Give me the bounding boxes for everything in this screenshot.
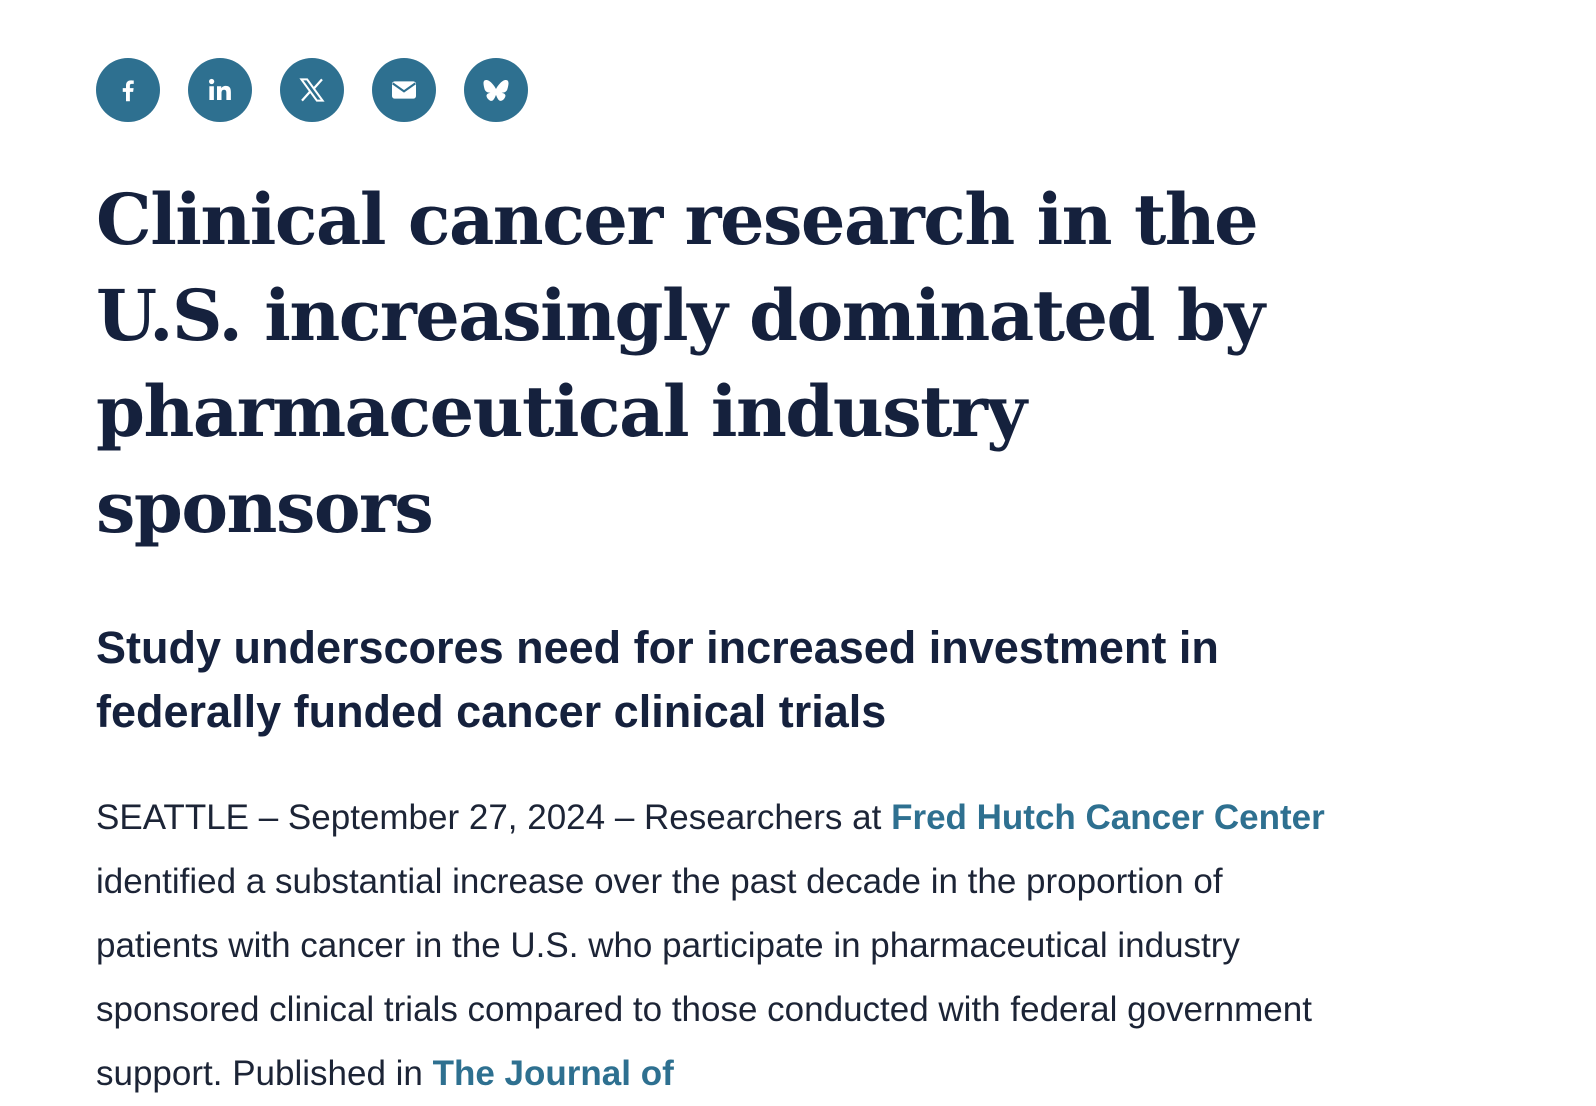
dateline: SEATTLE – September 27, 2024 – Researche… xyxy=(96,798,892,837)
share-x-button[interactable] xyxy=(280,58,344,122)
share-linkedin-button[interactable] xyxy=(188,58,252,122)
article-body-paragraph: SEATTLE – September 27, 2024 – Researche… xyxy=(96,786,1336,1106)
body-text-segment: identified a substantial increase over t… xyxy=(96,862,1312,1093)
journal-link[interactable]: The Journal of xyxy=(432,1054,674,1093)
article-subheadline: Study underscores need for increased inv… xyxy=(96,622,1219,737)
share-facebook-button[interactable] xyxy=(96,58,160,122)
bluesky-icon xyxy=(483,79,509,101)
article-headline: Clinical cancer research in the U.S. inc… xyxy=(96,178,1265,549)
x-icon xyxy=(299,78,325,102)
email-icon xyxy=(392,81,416,99)
fred-hutch-link[interactable]: Fred Hutch Cancer Center xyxy=(891,798,1325,837)
facebook-icon xyxy=(122,80,134,102)
share-bluesky-button[interactable] xyxy=(464,58,528,122)
linkedin-icon xyxy=(209,78,231,100)
article-container: Clinical cancer research in the U.S. inc… xyxy=(96,58,1356,1106)
share-email-button[interactable] xyxy=(372,58,436,122)
share-bar xyxy=(96,58,1356,122)
